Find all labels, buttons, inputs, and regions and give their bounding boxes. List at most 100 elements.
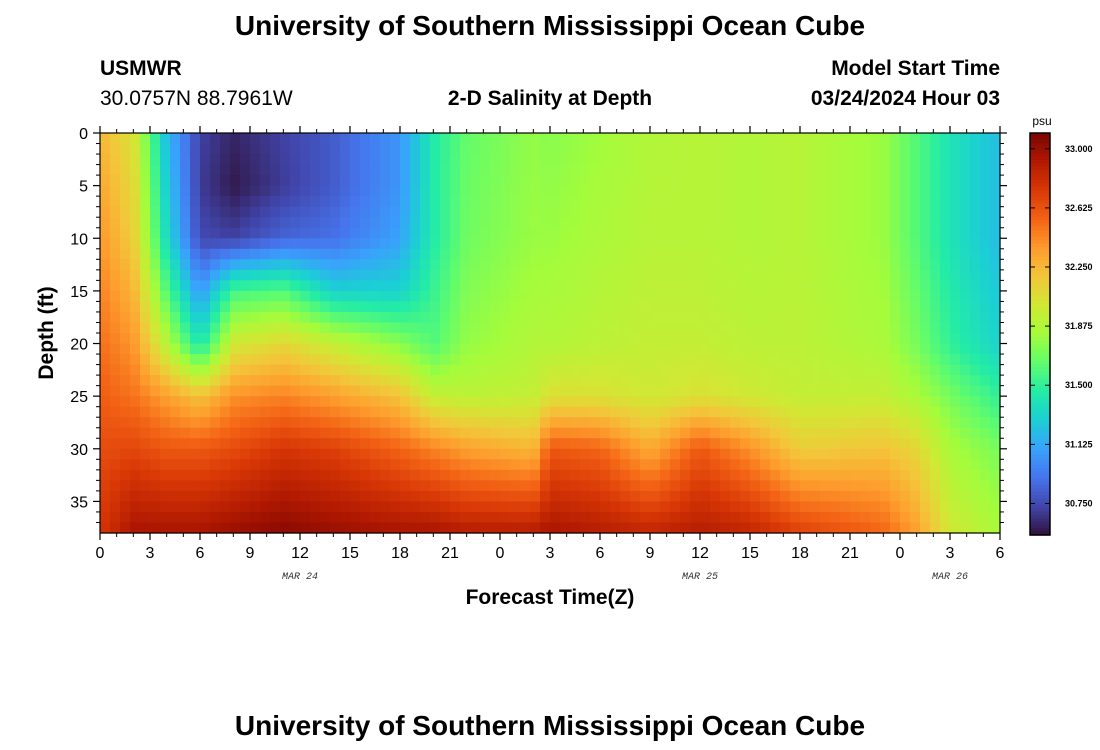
heatmap-cell (360, 438, 371, 450)
colorbar-segment (1030, 434, 1050, 439)
heatmap-cell (550, 301, 561, 313)
heatmap-cell (150, 480, 161, 492)
heatmap-cell (490, 522, 501, 534)
heatmap-cell (250, 227, 261, 239)
heatmap-cell (430, 238, 441, 250)
heatmap-cell (410, 217, 421, 229)
heatmap-cell (940, 364, 951, 376)
heatmap-cell (550, 448, 561, 460)
heatmap-cell (330, 280, 341, 292)
heatmap-cell (300, 164, 311, 176)
colorbar-segment (1030, 390, 1050, 395)
heatmap-cell (710, 290, 721, 303)
heatmap-cell (990, 322, 1001, 334)
heatmap-cell (170, 206, 181, 218)
heatmap-cell (300, 385, 311, 397)
heatmap-cell (470, 333, 481, 345)
heatmap-cell (800, 511, 811, 524)
heatmap-cell (550, 459, 561, 471)
heatmap-cell (930, 301, 941, 313)
heatmap-cell (430, 217, 441, 229)
heatmap-cell (760, 480, 771, 492)
heatmap-cell (640, 333, 651, 345)
heatmap-cell (280, 185, 291, 197)
heatmap-cell (490, 417, 501, 429)
heatmap-cell (960, 501, 971, 513)
heatmap-cell (720, 480, 731, 492)
heatmap-cell (290, 438, 301, 450)
heatmap-cell (950, 417, 961, 429)
heatmap-cell (730, 175, 741, 187)
heatmap-cell (270, 248, 281, 260)
heatmap-cell (580, 175, 591, 187)
heatmap-cell (780, 354, 791, 366)
heatmap-cell (840, 311, 851, 324)
heatmap-cell (970, 301, 981, 313)
heatmap-cell (620, 385, 631, 397)
heatmap-cell (910, 248, 921, 260)
heatmap-cell (230, 501, 241, 513)
heatmap-cell (410, 364, 421, 376)
heatmap-cell (630, 375, 641, 387)
heatmap-cell (120, 480, 131, 492)
heatmap-cell (130, 333, 141, 345)
heatmap-cell (910, 459, 921, 471)
heatmap-cell (950, 480, 961, 492)
heatmap-cell (590, 417, 601, 429)
heatmap-cell (370, 427, 381, 439)
heatmap-cell (220, 343, 231, 355)
heatmap-cell (390, 175, 401, 187)
heatmap-cell (220, 311, 231, 324)
heatmap-cell (120, 185, 131, 197)
heatmap-cell (680, 322, 691, 334)
heatmap-cell (740, 490, 751, 503)
colorbar-segment (1030, 441, 1050, 446)
heatmap-cell (660, 206, 671, 218)
heatmap-cell (230, 469, 241, 481)
heatmap-cell (230, 406, 241, 418)
x-tick-label: 12 (291, 545, 309, 562)
heatmap-cell (910, 269, 921, 281)
heatmap-cell (180, 417, 191, 429)
heatmap-cell (620, 248, 631, 260)
heatmap-cell (800, 490, 811, 503)
heatmap-cell (840, 269, 851, 281)
heatmap-cell (860, 280, 871, 292)
heatmap-cell (670, 501, 681, 513)
heatmap-cell (370, 259, 381, 271)
heatmap-cell (300, 459, 311, 471)
colorbar-segment (1030, 350, 1050, 355)
heatmap-cell (810, 343, 821, 355)
heatmap-cell (160, 522, 171, 534)
heatmap-cell (520, 154, 531, 166)
heatmap-cell (180, 143, 191, 155)
heatmap-cell (420, 322, 431, 334)
heatmap-cell (160, 511, 171, 524)
heatmap-cell (670, 311, 681, 324)
heatmap-cell (770, 143, 781, 155)
heatmap-cell (970, 175, 981, 187)
heatmap-cell (360, 227, 371, 239)
heatmap-cell (690, 385, 701, 397)
heatmap-cell (990, 185, 1001, 197)
heatmap-cell (130, 311, 141, 324)
heatmap-cell (990, 364, 1001, 376)
heatmap-cell (520, 196, 531, 208)
heatmap-cell (470, 343, 481, 355)
heatmap-cell (250, 490, 261, 503)
heatmap-cell (880, 469, 891, 481)
heatmap-cell (390, 364, 401, 376)
heatmap-cell (860, 480, 871, 492)
heatmap-cell (640, 354, 651, 366)
heatmap-cell (310, 196, 321, 208)
heatmap-cell (910, 280, 921, 292)
heatmap-cell (200, 238, 211, 250)
heatmap-cell (610, 269, 621, 281)
heatmap-cell (630, 448, 641, 460)
heatmap-cell (590, 175, 601, 187)
heatmap-cell (260, 469, 271, 481)
heatmap-cell (940, 280, 951, 292)
heatmap-cell (770, 290, 781, 303)
heatmap-cell (270, 227, 281, 239)
heatmap-cell (670, 143, 681, 155)
